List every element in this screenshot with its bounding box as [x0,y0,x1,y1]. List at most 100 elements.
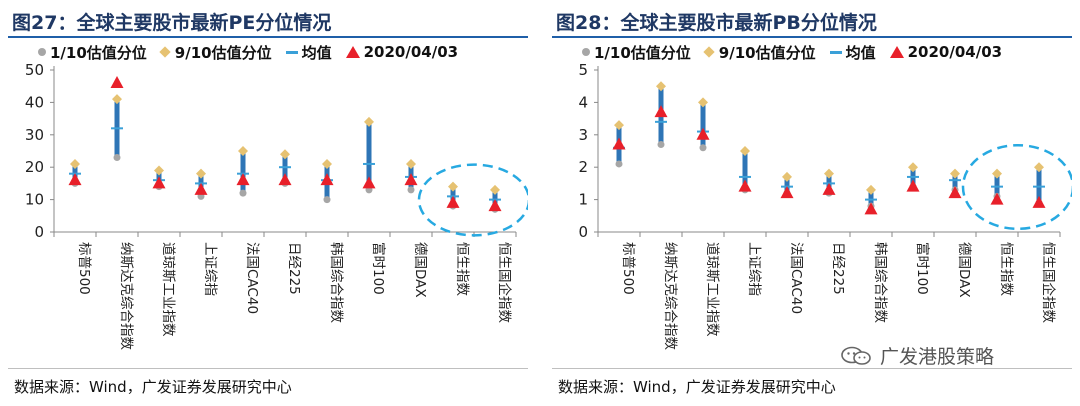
pb-chart-legend: 1/10估值分位 9/10估值分位 均值 2020/04/03 [582,40,1016,64]
pb-range-bar [868,189,874,207]
pb-x-tick-label: 富时100 [914,242,931,295]
pe-p90-point [70,158,80,169]
legend-mean-label: 均值 [301,43,332,62]
pe-chart-panel: 图27：全球主要股市最新PE分位情况 1/10估值分位 9/10估值分位 均值 … [8,0,528,406]
pb-p90-point [656,81,666,92]
pb-y-tick-label: 0 [578,223,588,241]
pb-p90-point [992,168,1002,179]
pe-chart: 0 10 20 30 40 50 标普500 纳斯达克综合指数 道琼斯工业指数 上证综指 法国CAC… [25,61,528,350]
legend-current-label: 2020/04/03 [363,43,459,61]
gray-dot-icon [38,48,46,56]
pe-y-tick-label: 30 [25,126,44,144]
legend-mean-label: 均值 [845,43,876,62]
pb-p90-point [740,146,750,156]
pb-current-point [822,182,836,195]
pb-y-tick-label: 4 [578,93,588,111]
pb-current-point [990,192,1004,205]
pe-y-tick-label: 0 [34,223,44,241]
pb-range-bar [952,173,958,190]
pb-x-tick-label: 韩国综合指数 [872,242,888,323]
pb-chart: 0 1 2 3 4 5 标普500 纳斯达克综合指数 道琼斯工业指数 上证综指 法国CAC40 日经2… [578,61,1072,350]
legend-p90: 9/10估值分位 [703,42,816,63]
pb-y-tick-label: 5 [578,61,588,79]
pe-current-point [194,182,208,195]
pe-y-tick-label: 20 [25,158,44,176]
pe-range-bar [366,121,372,190]
pb-p90-point [782,171,792,182]
pb-highlight-circle [961,143,1072,231]
pe-highlight-circle [417,163,528,237]
pb-current-point [654,105,668,118]
pe-x-tick-label: 富时100 [370,242,387,295]
pe-source-note: 数据来源：Wind，广发证券发展研究中心 [14,378,292,396]
pb-x-tick-label: 法国CAC40 [788,242,804,314]
legend-mean: 均值 [829,42,876,63]
pb-x-tick-label: 德国DAX [956,242,972,298]
watermark-text: 广发港股策略 [880,346,995,368]
pe-y-tick-label: 40 [25,93,44,111]
pe-current-point [446,195,460,208]
watermark: 广发港股策略 [840,342,994,369]
red-triangle-icon [889,46,904,58]
pb-y-tick-label: 1 [578,191,588,209]
pb-current-point [1032,195,1046,208]
pb-x-tick-label: 道琼斯工业指数 [704,242,720,337]
legend-p10-label: 1/10估值分位 [50,43,147,62]
pe-source-rule [8,368,528,369]
red-triangle-icon [345,46,360,58]
pb-p90-point [1034,162,1044,173]
gold-diamond-icon [159,46,171,58]
pb-x-tick-label: 恒生国企指数 [1040,242,1057,323]
blue-dash-icon [285,50,298,54]
pb-range-bar [994,173,1000,197]
pe-range-bar [282,154,288,184]
pe-x-tick-label: 韩国综合指数 [328,242,344,323]
pb-chart-panel: 图28：全球主要股市最新PB分位情况 1/10估值分位 9/10估值分位 均值 … [552,0,1072,406]
pe-p90-point [490,184,500,195]
pb-p10-point [615,160,623,168]
pb-p90-point [614,120,624,131]
pb-p90-point [824,168,834,179]
pb-y-tick-label: 3 [578,126,588,144]
pb-current-point [864,202,878,215]
pe-p10-point [407,186,415,194]
pb-range-bar [784,176,790,194]
pe-y-tick-label: 50 [25,61,44,79]
wechat-icon [841,346,871,365]
pe-p10-point [113,153,121,161]
pb-x-tick-label: 日经225 [830,242,846,295]
pe-p90-point [154,165,164,176]
pe-x-tick-label: 德国DAX [412,242,428,298]
legend-p90-label: 9/10估值分位 [174,43,272,62]
pe-x-tick-label: 法国CAC40 [244,242,260,314]
pb-source-note: 数据来源：Wind，广发证券发展研究中心 [558,378,836,396]
pe-p90-point [406,158,416,169]
pe-y-tick-label: 10 [25,191,44,209]
pb-p90-point [866,184,876,195]
legend-p10: 1/10估值分位 [38,42,147,63]
pb-range-bar [700,102,706,148]
pe-current-point [404,173,418,186]
pb-range-bar [742,151,748,190]
pe-p90-point [322,158,332,169]
pb-y-tick-label: 2 [578,158,588,176]
pb-chart-title-bar: 图28：全球主要股市最新PB分位情况 [552,6,1072,38]
gold-diamond-icon [703,46,715,58]
pb-x-tick-label: 恒生指数 [998,242,1014,296]
pe-current-point [320,173,334,186]
pe-p90-point [196,168,206,179]
legend-current: 2020/04/03 [889,43,1002,61]
pe-x-tick-label: 纳斯达克综合指数 [118,242,134,350]
pb-source-rule [552,368,1072,369]
pe-current-point [362,176,376,189]
pb-x-tick-label: 上证综指 [746,242,762,296]
pe-x-tick-label: 日经225 [286,242,302,295]
pb-x-tick-label: 纳斯达克综合指数 [662,242,678,350]
pb-current-point [780,186,794,199]
pe-p10-point [239,189,247,197]
pb-current-point [948,186,962,199]
pe-chart-title-bar: 图27：全球主要股市最新PE分位情况 [8,6,528,38]
pe-x-tick-label: 恒生指数 [454,242,470,296]
pe-p90-point [280,149,290,160]
legend-p90: 9/10估值分位 [159,42,272,63]
